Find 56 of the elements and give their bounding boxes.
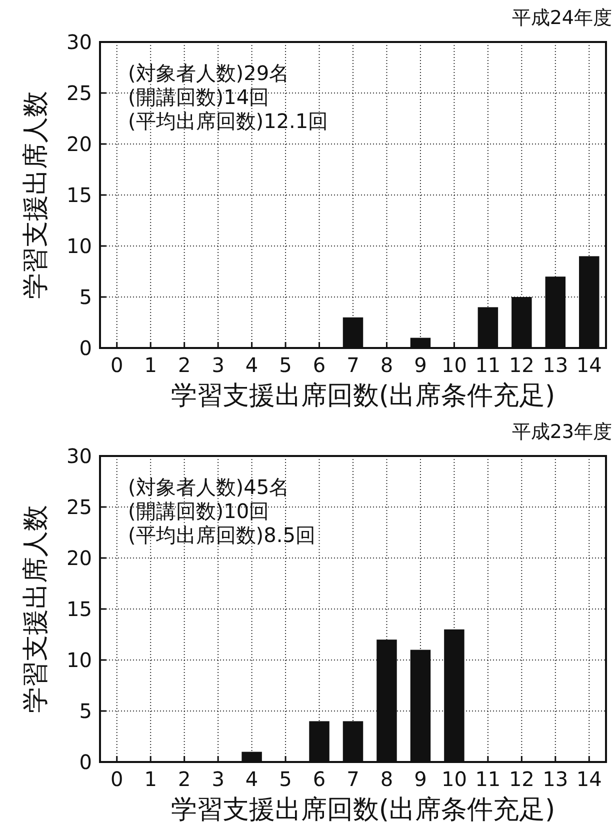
x-tick-label: 14: [576, 767, 602, 791]
x-tick-label: 3: [212, 353, 224, 377]
y-tick-label: 25: [66, 81, 92, 105]
y-tick-label: 15: [66, 183, 92, 207]
y-tick-label: 20: [66, 546, 92, 570]
y-tick-label: 30: [66, 444, 92, 468]
x-tick-label: 1: [144, 353, 157, 377]
y-tick-label: 10: [66, 648, 92, 672]
x-tick-label: 12: [508, 353, 534, 377]
annotation: (対象者人数)29名: [128, 61, 290, 85]
x-tick-label: 10: [441, 353, 467, 377]
x-tick-label: 0: [110, 353, 124, 377]
x-tick-label: 2: [178, 767, 191, 791]
annotation: (対象者人数)45名: [128, 475, 290, 499]
annotation: (開講回数)14回: [128, 85, 270, 109]
x-axis-title: 学習支援出席回数(出席条件充足): [170, 381, 556, 411]
y-tick-label: 5: [79, 699, 92, 723]
x-tick-label: 9: [414, 767, 427, 791]
y-tick-label: 10: [66, 234, 92, 258]
annotation: (平均出席回数)12.1回: [128, 109, 328, 133]
y-tick-label: 5: [79, 285, 92, 309]
x-tick-label: 8: [380, 353, 394, 377]
y-tick-label: 30: [66, 30, 92, 54]
x-tick-label: 11: [475, 353, 501, 377]
x-tick-label: 3: [212, 767, 224, 791]
x-tick-label: 8: [380, 767, 394, 791]
y-axis-title: 学習支援出席人数: [21, 91, 51, 299]
x-tick-label: 2: [178, 353, 191, 377]
x-tick-label: 4: [245, 767, 258, 791]
y-axis-title: 学習支援出席人数: [21, 505, 51, 713]
x-tick-label: 14: [576, 353, 602, 377]
x-tick-label: 6: [312, 767, 326, 791]
x-tick-label: 4: [245, 353, 258, 377]
x-tick-label: 1: [144, 767, 157, 791]
x-axis-title: 学習支援出席回数(出席条件充足): [170, 795, 556, 825]
annotation: (平均出席回数)8.5回: [128, 523, 316, 547]
x-tick-label: 11: [475, 767, 501, 791]
y-tick-label: 0: [79, 336, 92, 360]
y-tick-label: 0: [79, 750, 92, 774]
x-tick-label: 12: [508, 767, 534, 791]
x-tick-label: 13: [542, 767, 568, 791]
x-tick-label: 7: [346, 353, 360, 377]
annotation: (開講回数)10回: [128, 499, 270, 523]
y-tick-label: 15: [66, 597, 92, 621]
x-tick-label: 10: [441, 767, 467, 791]
chart-title: 平成23年度: [512, 421, 612, 443]
y-tick-label: 25: [66, 495, 92, 519]
x-tick-label: 9: [414, 353, 427, 377]
x-tick-label: 7: [346, 767, 360, 791]
x-tick-label: 13: [542, 353, 568, 377]
chart-title: 平成24年度: [512, 7, 612, 29]
y-tick-label: 20: [66, 132, 92, 156]
x-tick-label: 0: [110, 767, 124, 791]
x-tick-label: 6: [312, 353, 326, 377]
x-tick-label: 5: [279, 353, 292, 377]
x-tick-label: 5: [279, 767, 292, 791]
